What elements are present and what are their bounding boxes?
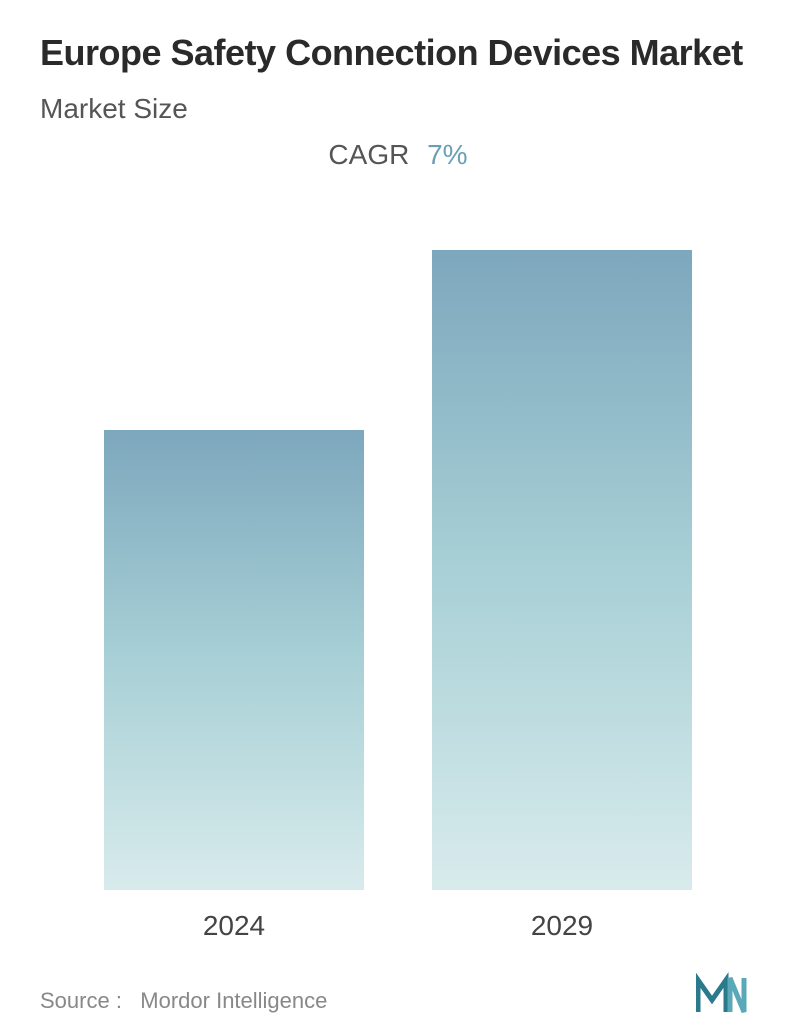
cagr-label: CAGR (328, 139, 409, 170)
source-name: Mordor Intelligence (140, 988, 327, 1013)
bar-group-0: 2024 (104, 430, 364, 942)
bar-label-1: 2029 (531, 910, 593, 942)
bar-group-1: 2029 (432, 250, 692, 942)
cagr-row: CAGR 7% (40, 139, 756, 171)
chart-title: Europe Safety Connection Devices Market (40, 30, 756, 75)
chart-container: Europe Safety Connection Devices Market … (0, 0, 796, 1034)
mordor-logo-icon (696, 972, 756, 1014)
source-label: Source : (40, 988, 122, 1013)
bar-0 (104, 430, 364, 890)
chart-footer: Source : Mordor Intelligence (40, 952, 756, 1014)
chart-subtitle: Market Size (40, 93, 756, 125)
cagr-value: 7% (427, 139, 467, 170)
bar-1 (432, 250, 692, 890)
bar-label-0: 2024 (203, 910, 265, 942)
source-attribution: Source : Mordor Intelligence (40, 988, 327, 1014)
bar-chart: 2024 2029 (40, 201, 756, 942)
